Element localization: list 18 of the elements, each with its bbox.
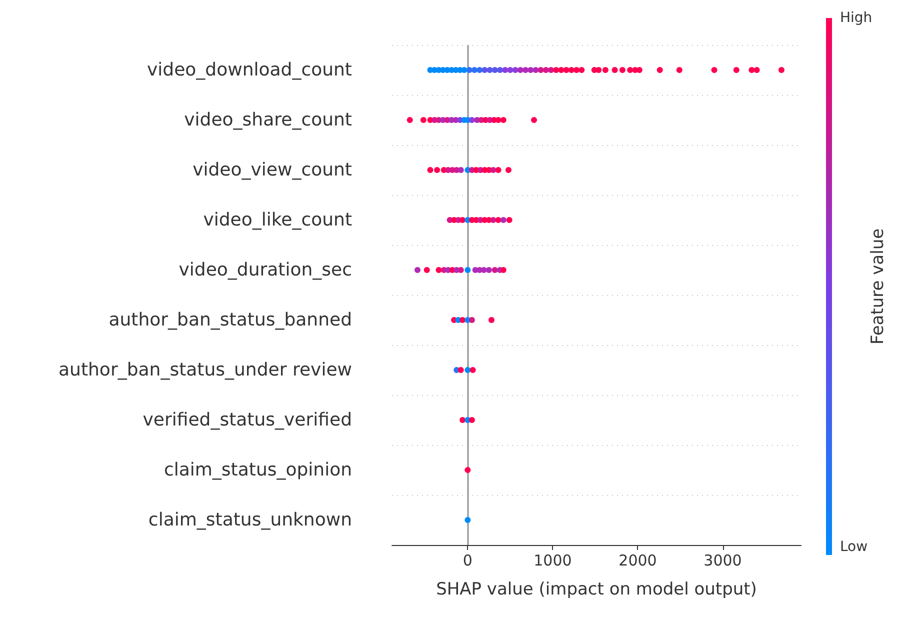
y-tick-label: video_like_count	[203, 210, 352, 230]
text: Low	[840, 539, 868, 555]
y-tick-label: author_ban_status_banned	[108, 310, 352, 330]
x-tick-label: 3000	[704, 552, 742, 570]
color-bar-title: Feature value	[868, 228, 888, 345]
y-tick-label: verified_status_verified	[142, 410, 352, 430]
y-tick-label: video_share_count	[184, 110, 352, 130]
x-tick-label: 2000	[618, 552, 657, 570]
y-tick-label: claim_status_opinion	[164, 460, 352, 480]
y-tick-label: video_download_count	[147, 60, 352, 80]
y-tick-label: video_view_count	[192, 160, 352, 180]
x-tick-label: 0	[462, 552, 472, 570]
y-tick-label: claim_status_unknown	[148, 510, 352, 530]
x-tick-label: 1000	[534, 552, 572, 570]
x-axis-title: SHAP value (impact on model output)	[436, 580, 757, 600]
text: High	[840, 10, 872, 26]
y-tick-label: video_duration_sec	[178, 260, 352, 280]
y-tick-label: author_ban_status_under review	[58, 360, 352, 380]
